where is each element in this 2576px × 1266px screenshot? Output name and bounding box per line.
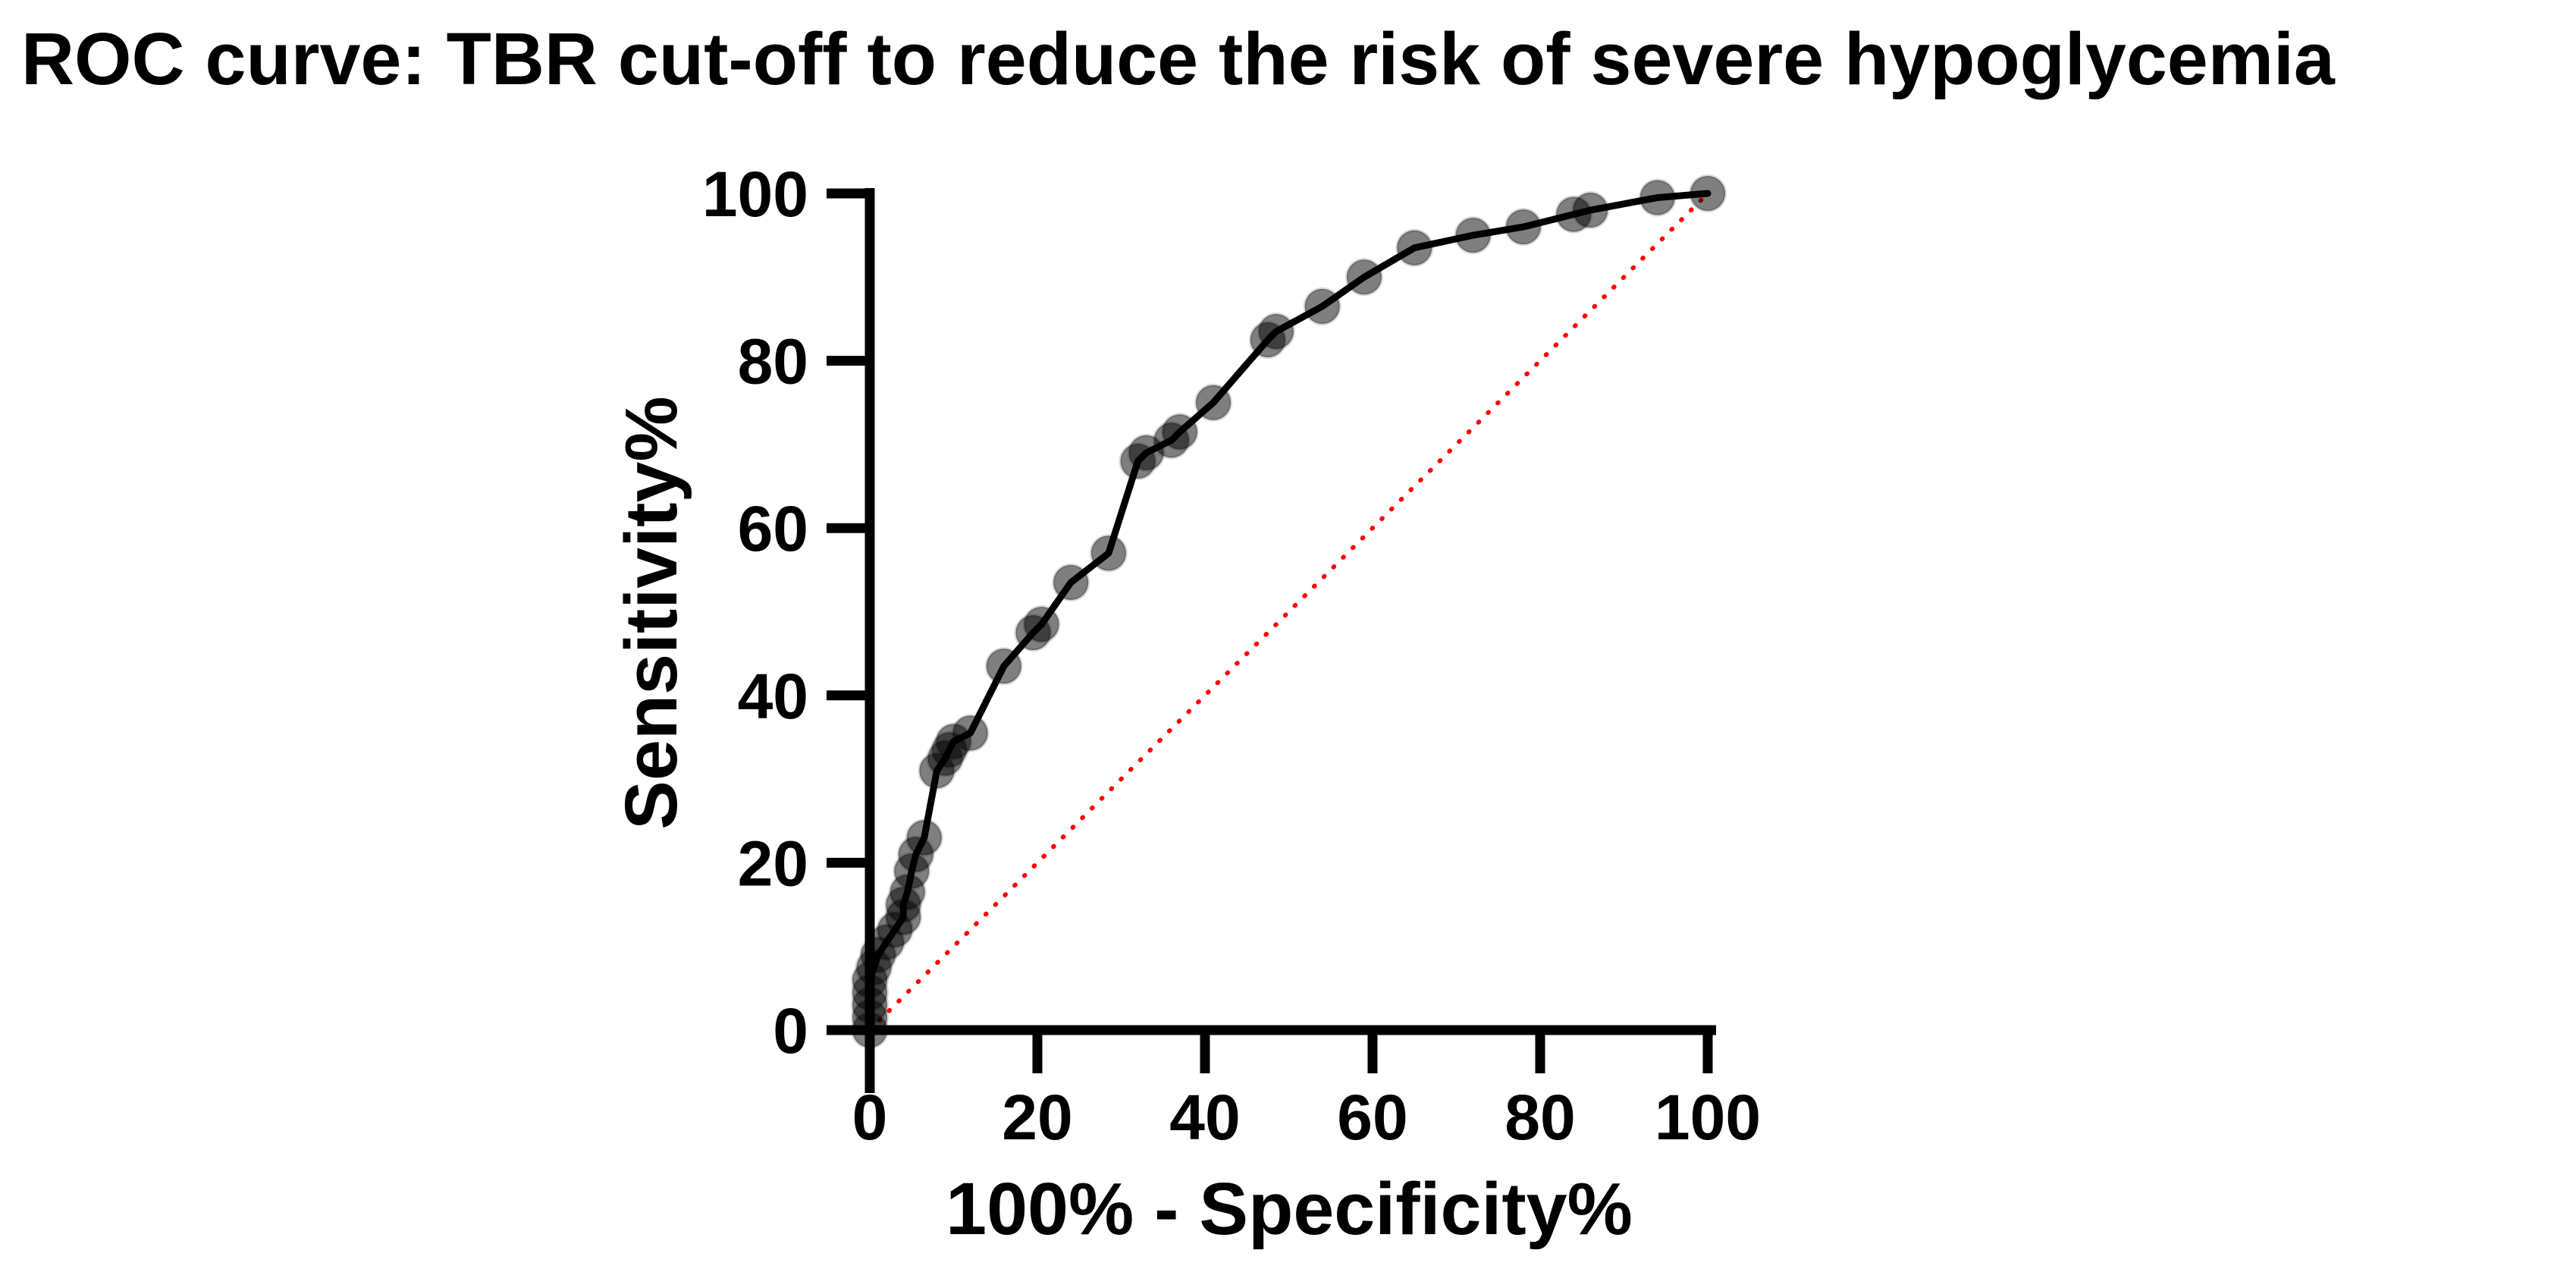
x-tick-label: 0 [852, 1082, 888, 1153]
y-axis-title: Sensitivity% [610, 396, 692, 829]
x-tick-label: 20 [1002, 1082, 1072, 1153]
y-tick-label: 80 [738, 326, 808, 397]
x-tick-label: 80 [1504, 1082, 1575, 1153]
chart-title: ROC curve: TBR cut-off to reduce the ris… [21, 17, 2335, 100]
y-tick-label: 60 [738, 493, 808, 564]
y-tick-label: 20 [738, 828, 808, 899]
y-tick-label: 0 [773, 995, 808, 1067]
roc-curve [866, 190, 1712, 1034]
y-tick-label: 100 [702, 159, 808, 230]
y-tick-label: 40 [738, 661, 808, 732]
x-tick-label: 60 [1337, 1082, 1407, 1153]
x-axis-title: 100% - Specificity% [946, 1167, 1633, 1250]
x-tick-label: 100 [1655, 1082, 1761, 1153]
x-tick-label: 40 [1169, 1082, 1240, 1153]
